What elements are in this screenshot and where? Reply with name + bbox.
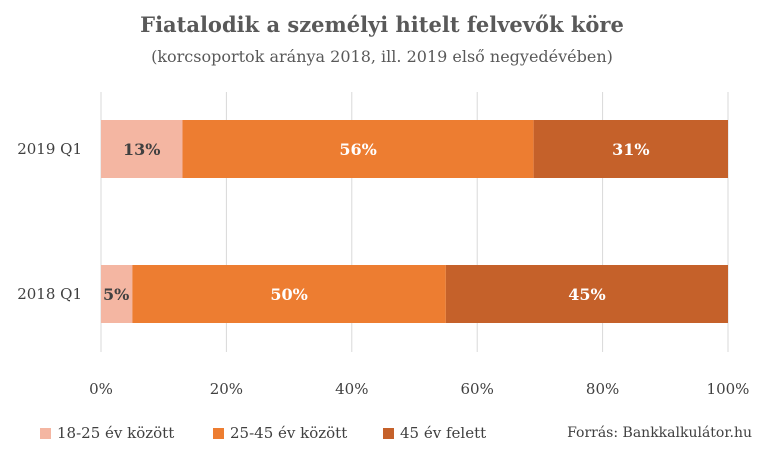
legend-label: 25-45 év között <box>230 424 347 442</box>
category-labels: 2019 Q1 2018 Q1 <box>17 140 82 303</box>
data-label: 5% <box>103 285 129 304</box>
data-label: 50% <box>270 285 307 304</box>
category-label: 2019 Q1 <box>17 140 82 158</box>
legend-swatch <box>40 428 51 439</box>
source-note: Forrás: Bankkalkulátor.hu <box>567 425 752 441</box>
data-label: 31% <box>612 140 649 159</box>
x-tick-label: 40% <box>335 380 368 398</box>
bar-segment <box>533 120 728 178</box>
legend-swatch <box>383 428 394 439</box>
bar-segment <box>132 265 446 323</box>
legend-swatch <box>213 428 224 439</box>
x-axis-ticks: 0% 20% 40% 60% 80% 100% <box>89 380 749 398</box>
bar-segment <box>101 120 183 178</box>
x-tick-label: 100% <box>707 380 750 398</box>
legend-label: 18-25 év között <box>57 424 174 442</box>
bar-segment <box>445 265 728 323</box>
bar-segment <box>101 265 133 323</box>
x-tick-label: 80% <box>586 380 619 398</box>
chart-title: Fiatalodik a személyi hitelt felvevők kö… <box>140 12 624 37</box>
legend: 18-25 év között 25-45 év között 45 év fele… <box>40 424 486 442</box>
category-label: 2018 Q1 <box>17 285 82 303</box>
bar-segment <box>182 120 534 178</box>
data-label: 56% <box>339 140 376 159</box>
x-tick-label: 60% <box>461 380 494 398</box>
data-label: 13% <box>123 140 160 159</box>
x-tick-label: 20% <box>210 380 243 398</box>
legend-label: 45 év felett <box>400 424 486 442</box>
data-label: 45% <box>568 285 605 304</box>
x-tick-label: 0% <box>89 380 113 398</box>
chart-subtitle: (korcsoportok aránya 2018, ill. 2019 els… <box>151 47 613 66</box>
bars: 13% 56% 31% 5% 50% 45% <box>101 120 728 323</box>
